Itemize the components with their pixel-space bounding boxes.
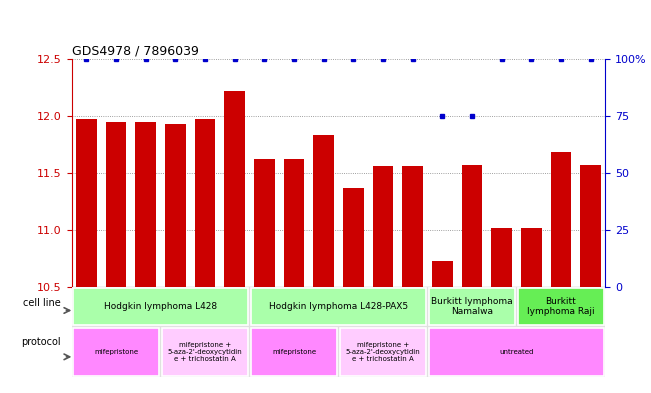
Text: Burkitt
lymphoma Raji: Burkitt lymphoma Raji <box>527 297 595 316</box>
Bar <box>432 261 452 287</box>
Text: GDS4978 / 7896039: GDS4978 / 7896039 <box>72 45 199 58</box>
Bar <box>580 165 601 287</box>
Bar <box>251 328 337 376</box>
Bar <box>165 124 186 287</box>
Bar <box>74 328 159 376</box>
Text: protocol: protocol <box>21 336 61 347</box>
Text: Hodgkin lymphoma L428: Hodgkin lymphoma L428 <box>104 302 217 311</box>
Bar <box>74 288 248 325</box>
Text: cell line: cell line <box>23 298 61 308</box>
Bar <box>340 328 426 376</box>
Bar <box>429 328 603 376</box>
Bar <box>343 188 364 287</box>
Bar <box>372 166 393 287</box>
Text: mifepristone: mifepristone <box>94 349 138 355</box>
Bar <box>254 159 275 287</box>
Bar <box>251 288 426 325</box>
Text: mifepristone +
5-aza-2'-deoxycytidin
e + trichostatin A: mifepristone + 5-aza-2'-deoxycytidin e +… <box>168 342 242 362</box>
Bar <box>551 152 572 287</box>
Text: Hodgkin lymphoma L428-PAX5: Hodgkin lymphoma L428-PAX5 <box>269 302 408 311</box>
Text: untreated: untreated <box>499 349 534 355</box>
Text: Burkitt lymphoma
Namalwa: Burkitt lymphoma Namalwa <box>431 297 513 316</box>
Bar <box>462 165 482 287</box>
Text: mifepristone: mifepristone <box>272 349 316 355</box>
Bar <box>492 228 512 287</box>
Text: mifepristone +
5-aza-2'-deoxycytidin
e + trichostatin A: mifepristone + 5-aza-2'-deoxycytidin e +… <box>346 342 421 362</box>
Bar <box>135 121 156 287</box>
Bar <box>521 228 542 287</box>
Bar <box>284 159 305 287</box>
Bar <box>518 288 603 325</box>
Bar <box>225 91 245 287</box>
Bar <box>105 121 126 287</box>
Bar <box>162 328 248 376</box>
Bar <box>313 135 334 287</box>
Bar <box>76 119 97 287</box>
Bar <box>195 119 215 287</box>
Bar <box>429 288 515 325</box>
Bar <box>402 166 423 287</box>
